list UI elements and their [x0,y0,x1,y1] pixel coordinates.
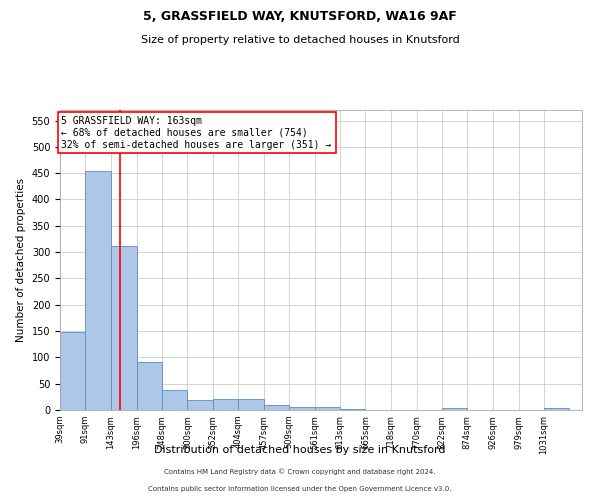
Bar [544,408,569,410]
Text: Contains HM Land Registry data © Crown copyright and database right 2024.: Contains HM Land Registry data © Crown c… [164,468,436,475]
Text: 5 GRASSFIELD WAY: 163sqm
← 68% of detached houses are smaller (754)
32% of semi-: 5 GRASSFIELD WAY: 163sqm ← 68% of detach… [61,116,332,150]
Bar [264,406,289,410]
Bar [111,246,137,410]
Text: Contains public sector information licensed under the Open Government Licence v3: Contains public sector information licen… [148,486,452,492]
Bar [137,362,162,410]
Bar [187,400,212,410]
Bar [212,400,238,410]
Bar [289,407,314,410]
Bar [85,170,111,410]
Bar [238,399,264,410]
Text: 5, GRASSFIELD WAY, KNUTSFORD, WA16 9AF: 5, GRASSFIELD WAY, KNUTSFORD, WA16 9AF [143,10,457,23]
Y-axis label: Number of detached properties: Number of detached properties [16,178,26,342]
Text: Size of property relative to detached houses in Knutsford: Size of property relative to detached ho… [140,35,460,45]
Bar [60,332,85,410]
Bar [162,390,187,410]
Text: Distribution of detached houses by size in Knutsford: Distribution of detached houses by size … [154,445,446,455]
Bar [314,407,340,410]
Bar [442,408,467,410]
